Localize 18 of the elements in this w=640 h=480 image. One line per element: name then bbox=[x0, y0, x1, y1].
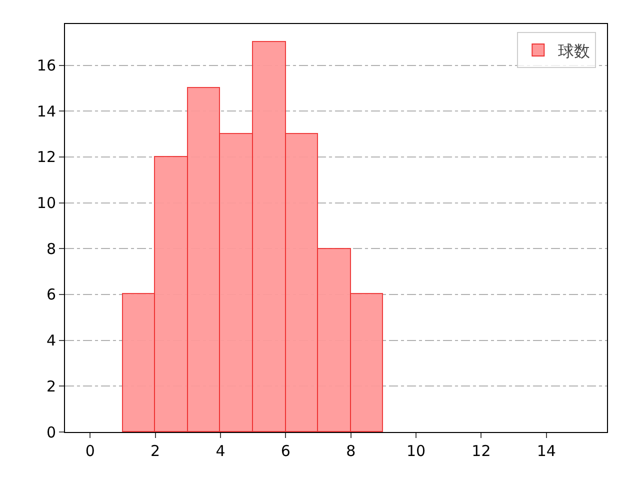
y-tick-label: 16 bbox=[36, 56, 56, 75]
x-tick-label: 12 bbox=[472, 442, 491, 460]
y-tick-label: 2 bbox=[46, 377, 56, 396]
y-tick-label: 0 bbox=[46, 423, 56, 442]
x-tick-label: 6 bbox=[280, 442, 290, 460]
x-tick-label: 4 bbox=[216, 442, 226, 460]
legend-label: 球数 bbox=[558, 41, 590, 60]
x-tick-label: 10 bbox=[406, 442, 426, 460]
x-tick-label: 14 bbox=[536, 442, 556, 460]
x-tick-label: 8 bbox=[346, 442, 356, 460]
x-tick-label: 2 bbox=[150, 442, 160, 460]
y-tick-label: 14 bbox=[36, 102, 56, 120]
y-tick-label: 6 bbox=[46, 286, 56, 304]
y-tick-label: 4 bbox=[46, 332, 56, 350]
y-tick-label: 10 bbox=[36, 194, 56, 212]
x-tick-label: 0 bbox=[85, 442, 95, 460]
y-tick-label: 12 bbox=[36, 148, 56, 166]
y-tick-label: 8 bbox=[46, 240, 56, 258]
